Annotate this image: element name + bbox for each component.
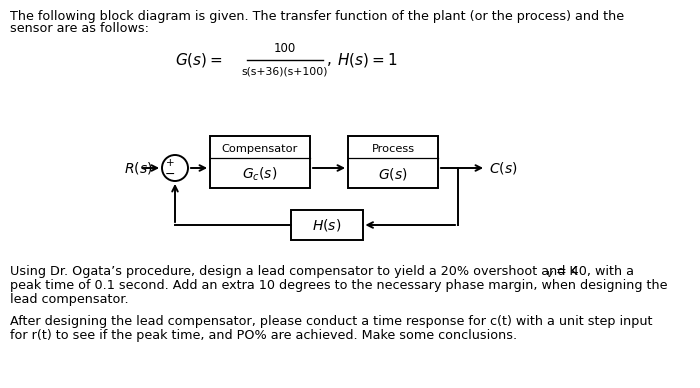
Text: $R(s)$: $R(s)$ xyxy=(124,160,153,176)
Text: for r(t) to see if the peak time, and PO% are achieved. Make some conclusions.: for r(t) to see if the peak time, and PO… xyxy=(10,329,517,342)
Text: $G(s)$: $G(s)$ xyxy=(378,166,408,182)
Text: Using Dr. Ogata’s procedure, design a lead compensator to yield a 20% overshoot : Using Dr. Ogata’s procedure, design a le… xyxy=(10,265,577,278)
Text: peak time of 0.1 second. Add an extra 10 degrees to the necessary phase margin, : peak time of 0.1 second. Add an extra 10… xyxy=(10,279,668,292)
Bar xyxy=(348,136,438,188)
Text: $G(s) =$: $G(s) =$ xyxy=(175,51,223,69)
Text: $H(s)$: $H(s)$ xyxy=(312,217,341,233)
Text: sensor are as follows:: sensor are as follows: xyxy=(10,22,149,35)
Bar xyxy=(210,136,310,188)
Text: After designing the lead compensator, please conduct a time response for c(t) wi: After designing the lead compensator, pl… xyxy=(10,315,652,328)
Text: $G_c(s)$: $G_c(s)$ xyxy=(242,165,278,183)
Text: lead compensator.: lead compensator. xyxy=(10,293,129,306)
Text: $H(s) = 1$: $H(s) = 1$ xyxy=(337,51,398,69)
Text: Process: Process xyxy=(372,144,414,154)
Text: s(s+36)(s+100): s(s+36)(s+100) xyxy=(241,67,328,77)
Text: ,: , xyxy=(327,52,332,68)
Text: −: − xyxy=(164,168,175,180)
Text: $C(s)$: $C(s)$ xyxy=(489,160,517,176)
Text: = 40, with a: = 40, with a xyxy=(552,265,634,278)
Text: v: v xyxy=(546,269,552,279)
Bar xyxy=(290,210,363,240)
Text: The following block diagram is given. The transfer function of the plant (or the: The following block diagram is given. Th… xyxy=(10,10,624,23)
Text: 100: 100 xyxy=(274,43,296,55)
Text: +: + xyxy=(166,158,174,168)
Text: Compensator: Compensator xyxy=(222,144,298,154)
